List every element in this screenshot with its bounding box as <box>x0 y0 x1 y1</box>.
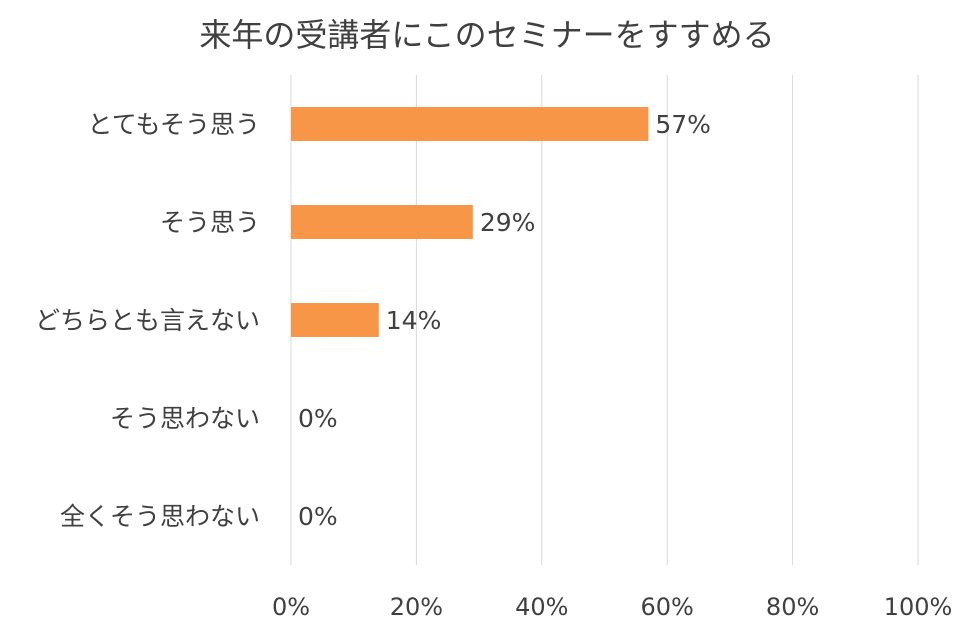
category-label: そう思わない <box>110 404 260 433</box>
category-label: 全くそう思わない <box>60 502 260 531</box>
category-label: とてもそう思う <box>87 110 260 139</box>
x-tick-label: 20% <box>390 593 443 621</box>
data-label: 57% <box>655 110 711 139</box>
data-label: 0% <box>298 502 338 531</box>
bar <box>291 107 649 141</box>
x-tick-label: 0% <box>272 593 310 621</box>
chart-title: 来年の受講者にこのセミナーをすすめる <box>199 16 775 54</box>
category-label: どちらとも言えない <box>35 306 260 335</box>
data-label: 29% <box>480 208 536 237</box>
x-tick-label: 40% <box>515 593 568 621</box>
data-label: 14% <box>386 306 442 335</box>
x-tick-label: 60% <box>641 593 694 621</box>
bar <box>291 303 379 337</box>
category-label: そう思う <box>160 208 260 237</box>
x-tick-label: 100% <box>884 593 953 621</box>
x-tick-label: 80% <box>766 593 819 621</box>
data-label: 0% <box>298 404 338 433</box>
bar <box>291 205 473 239</box>
